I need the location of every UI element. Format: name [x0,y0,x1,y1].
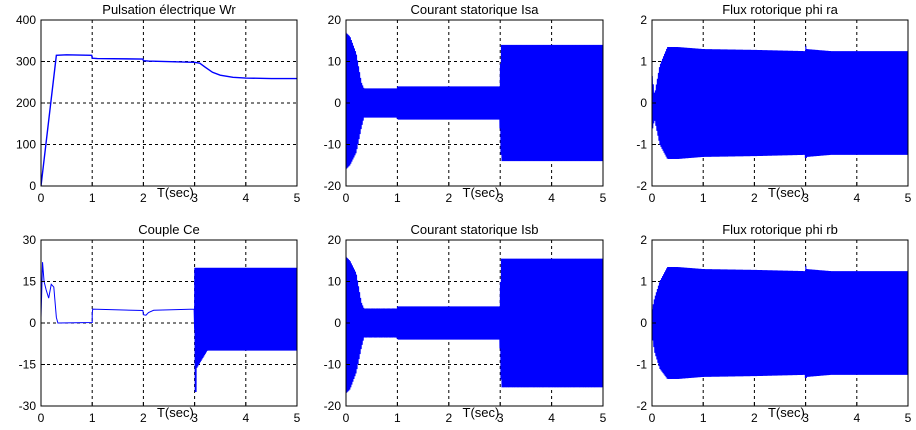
series-line [346,256,603,393]
x-axis-label: T(sec) [463,185,500,200]
y-tick-label: 0 [29,316,36,330]
panel-phi-rb: 0 1 2 3 4 5 -2 -1 0 1 2 Flux rotorique phi rb T(sec) [636,222,911,425]
x-axis-label: T(sec) [768,185,805,200]
y-tick-label: -2 [636,399,647,413]
chart-title: Courant statorique Isb [411,222,539,237]
panel-isa: 0 1 2 3 4 5 -20 -10 0 10 20 Courant statorique Isa T… [324,2,607,205]
y-tick-label: -20 [324,179,342,193]
x-tick-label: 4 [242,191,249,205]
oscillating-trace [346,32,603,169]
x-tick-label: 1 [394,191,401,205]
x-tick-label: 5 [600,191,607,205]
y-tick-label: 30 [23,233,37,247]
x-tick-label: 0 [649,191,656,205]
y-tick-label: -2 [636,179,647,193]
y-tick-label: 400 [16,13,36,27]
y-tick-label: 20 [328,233,342,247]
x-tick-label: 0 [343,191,350,205]
chart-title: Flux rotorique phi rb [722,222,838,237]
y-tick-label: -10 [324,138,342,152]
x-axis-label: T(sec) [463,405,500,420]
x-tick-label: 1 [89,411,96,425]
chart-title: Couple Ce [138,222,199,237]
panel-wr: 0 1 2 3 4 5 0 100 200 300 400 Pulsation électrique … [16,2,301,205]
y-tick-label: -15 [19,358,37,372]
x-tick-label: 3 [497,191,504,205]
y-tick-label: -10 [324,358,342,372]
series-line [346,32,603,169]
oscillating-trace [346,256,603,393]
panel-ce: 0 1 2 3 4 5 -30 -15 0 15 30 Couple Ce T(sec) [19,222,301,425]
x-tick-label: 0 [38,191,45,205]
series-line [41,262,297,393]
panel-isb: 0 1 2 3 4 5 -20 -10 0 10 20 Courant statorique Isb T… [324,222,607,425]
x-tick-label: 1 [700,191,707,205]
y-tick-label: 10 [328,275,342,289]
y-tick-label: 0 [640,316,647,330]
x-tick-label: 1 [700,411,707,425]
x-tick-label: 2 [445,191,452,205]
x-tick-label: 5 [905,411,912,425]
y-tick-label: 100 [16,138,36,152]
y-tick-label: 15 [23,275,37,289]
chart-title: Flux rotorique phi ra [722,2,838,17]
y-tick-label: 20 [328,13,342,27]
x-tick-label: 5 [905,191,912,205]
panel-phi-ra: 0 1 2 3 4 5 -2 -1 0 1 2 Flux rotorique phi ra T(sec) [636,2,911,205]
series-line [652,265,908,380]
y-tick-label: 2 [640,13,647,27]
y-tick-label: -1 [636,138,647,152]
ce-trace [41,262,297,393]
x-tick-label: 5 [294,191,301,205]
x-tick-label: 4 [242,411,249,425]
oscillating-trace [652,265,908,380]
x-tick-label: 0 [38,411,45,425]
x-tick-label: 2 [445,411,452,425]
x-tick-label: 2 [140,191,147,205]
x-tick-label: 3 [191,191,198,205]
y-tick-label: 0 [29,179,36,193]
x-tick-label: 4 [853,191,860,205]
series-line [41,54,297,186]
y-tick-label: 0 [334,316,341,330]
x-tick-label: 3 [802,411,809,425]
y-tick-label: 10 [328,55,342,69]
y-tick-label: 1 [640,275,647,289]
x-tick-label: 5 [294,411,301,425]
x-tick-label: 1 [394,411,401,425]
y-tick-label: 300 [16,55,36,69]
x-axis-label: T(sec) [157,185,194,200]
y-tick-label: 1 [640,55,647,69]
oscillating-trace [652,45,908,160]
x-tick-label: 2 [140,411,147,425]
x-axis-label: T(sec) [768,405,805,420]
y-tick-label: 0 [640,96,647,110]
series-line [652,45,908,160]
x-tick-label: 0 [649,411,656,425]
x-tick-label: 4 [548,191,555,205]
y-tick-label: -30 [19,399,37,413]
x-tick-label: 5 [600,411,607,425]
y-tick-label: 200 [16,96,36,110]
y-tick-label: 2 [640,233,647,247]
x-tick-label: 3 [497,411,504,425]
wr-trace [41,54,297,186]
x-tick-label: 1 [89,191,96,205]
x-axis-label: T(sec) [157,405,194,420]
x-tick-label: 3 [802,191,809,205]
y-tick-label: -20 [324,399,342,413]
y-tick-label: 0 [334,96,341,110]
x-tick-label: 4 [548,411,555,425]
chart-title: Courant statorique Isa [411,2,540,17]
chart-title: Pulsation électrique Wr [102,2,236,17]
x-tick-label: 2 [751,191,758,205]
x-tick-label: 2 [751,411,758,425]
x-tick-label: 0 [343,411,350,425]
x-tick-label: 3 [191,411,198,425]
y-tick-label: -1 [636,358,647,372]
x-tick-label: 4 [853,411,860,425]
